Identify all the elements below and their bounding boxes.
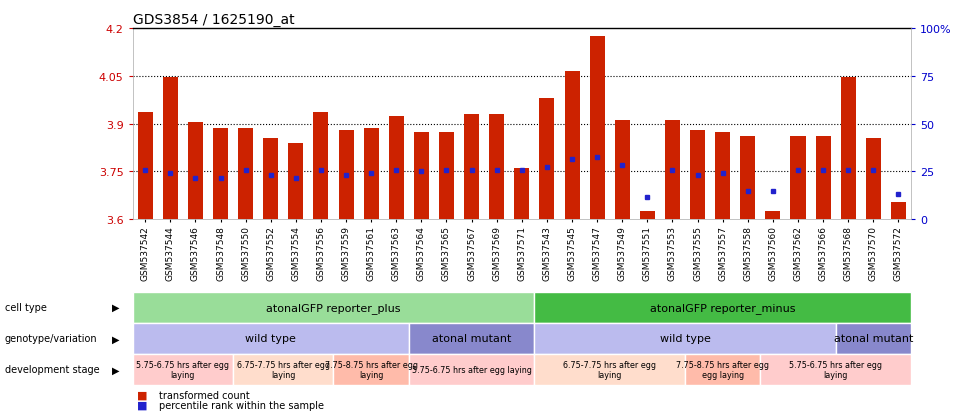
- Bar: [640, 212, 654, 220]
- Text: GDS3854 / 1625190_at: GDS3854 / 1625190_at: [133, 12, 294, 26]
- Text: atonalGFP reporter_minus: atonalGFP reporter_minus: [650, 302, 796, 313]
- Bar: [534, 323, 836, 354]
- Bar: [408, 323, 534, 354]
- Bar: [690, 131, 705, 220]
- Bar: [133, 292, 534, 323]
- Bar: [665, 121, 680, 220]
- Text: 5.75-6.75 hrs after egg
laying: 5.75-6.75 hrs after egg laying: [136, 360, 230, 379]
- Text: genotype/variation: genotype/variation: [5, 333, 97, 344]
- Bar: [234, 354, 333, 385]
- Bar: [137, 113, 153, 220]
- Bar: [866, 139, 881, 220]
- Bar: [288, 143, 304, 220]
- Text: ■: ■: [137, 390, 148, 400]
- Bar: [891, 202, 906, 220]
- Bar: [464, 115, 480, 220]
- Bar: [791, 137, 805, 220]
- Bar: [765, 212, 780, 220]
- Bar: [133, 354, 234, 385]
- Bar: [213, 129, 228, 220]
- Bar: [408, 354, 534, 385]
- Text: 7.75-8.75 hrs after egg
egg laying: 7.75-8.75 hrs after egg egg laying: [677, 360, 769, 379]
- Bar: [514, 169, 530, 220]
- Bar: [338, 131, 354, 220]
- Bar: [590, 37, 604, 220]
- Bar: [162, 78, 178, 220]
- Bar: [816, 137, 830, 220]
- Text: wild type: wild type: [659, 333, 710, 344]
- Bar: [439, 132, 454, 220]
- Bar: [841, 78, 856, 220]
- Text: percentile rank within the sample: percentile rank within the sample: [159, 400, 324, 410]
- Text: 6.75-7.75 hrs after egg
laying: 6.75-7.75 hrs after egg laying: [563, 360, 656, 379]
- Bar: [389, 116, 404, 220]
- Text: development stage: development stage: [5, 364, 99, 375]
- Bar: [760, 354, 911, 385]
- Text: 5.75-6.75 hrs after egg
laying: 5.75-6.75 hrs after egg laying: [789, 360, 882, 379]
- Bar: [133, 323, 408, 354]
- Bar: [685, 354, 760, 385]
- Text: wild type: wild type: [245, 333, 296, 344]
- Text: ▶: ▶: [111, 302, 119, 313]
- Bar: [615, 121, 629, 220]
- Bar: [715, 132, 730, 220]
- Text: ▶: ▶: [111, 364, 119, 375]
- Text: 7.75-8.75 hrs after egg
laying: 7.75-8.75 hrs after egg laying: [325, 360, 418, 379]
- Bar: [238, 129, 253, 220]
- Bar: [414, 132, 429, 220]
- Bar: [333, 354, 408, 385]
- Text: 5.75-6.75 hrs after egg laying: 5.75-6.75 hrs after egg laying: [411, 365, 531, 374]
- Bar: [313, 113, 329, 220]
- Bar: [836, 323, 911, 354]
- Text: atonalGFP reporter_plus: atonalGFP reporter_plus: [266, 302, 401, 313]
- Text: atonal mutant: atonal mutant: [834, 333, 913, 344]
- Text: 6.75-7.75 hrs after egg
laying: 6.75-7.75 hrs after egg laying: [236, 360, 330, 379]
- Bar: [740, 137, 755, 220]
- Bar: [564, 72, 579, 220]
- Text: transformed count: transformed count: [159, 390, 249, 400]
- Bar: [363, 129, 379, 220]
- Bar: [263, 139, 279, 220]
- Bar: [489, 115, 505, 220]
- Text: ■: ■: [137, 400, 148, 410]
- Text: atonal mutant: atonal mutant: [431, 333, 511, 344]
- Text: ▶: ▶: [111, 333, 119, 344]
- Bar: [187, 123, 203, 220]
- Bar: [534, 292, 911, 323]
- Bar: [539, 99, 554, 220]
- Bar: [534, 354, 685, 385]
- Text: cell type: cell type: [5, 302, 47, 313]
